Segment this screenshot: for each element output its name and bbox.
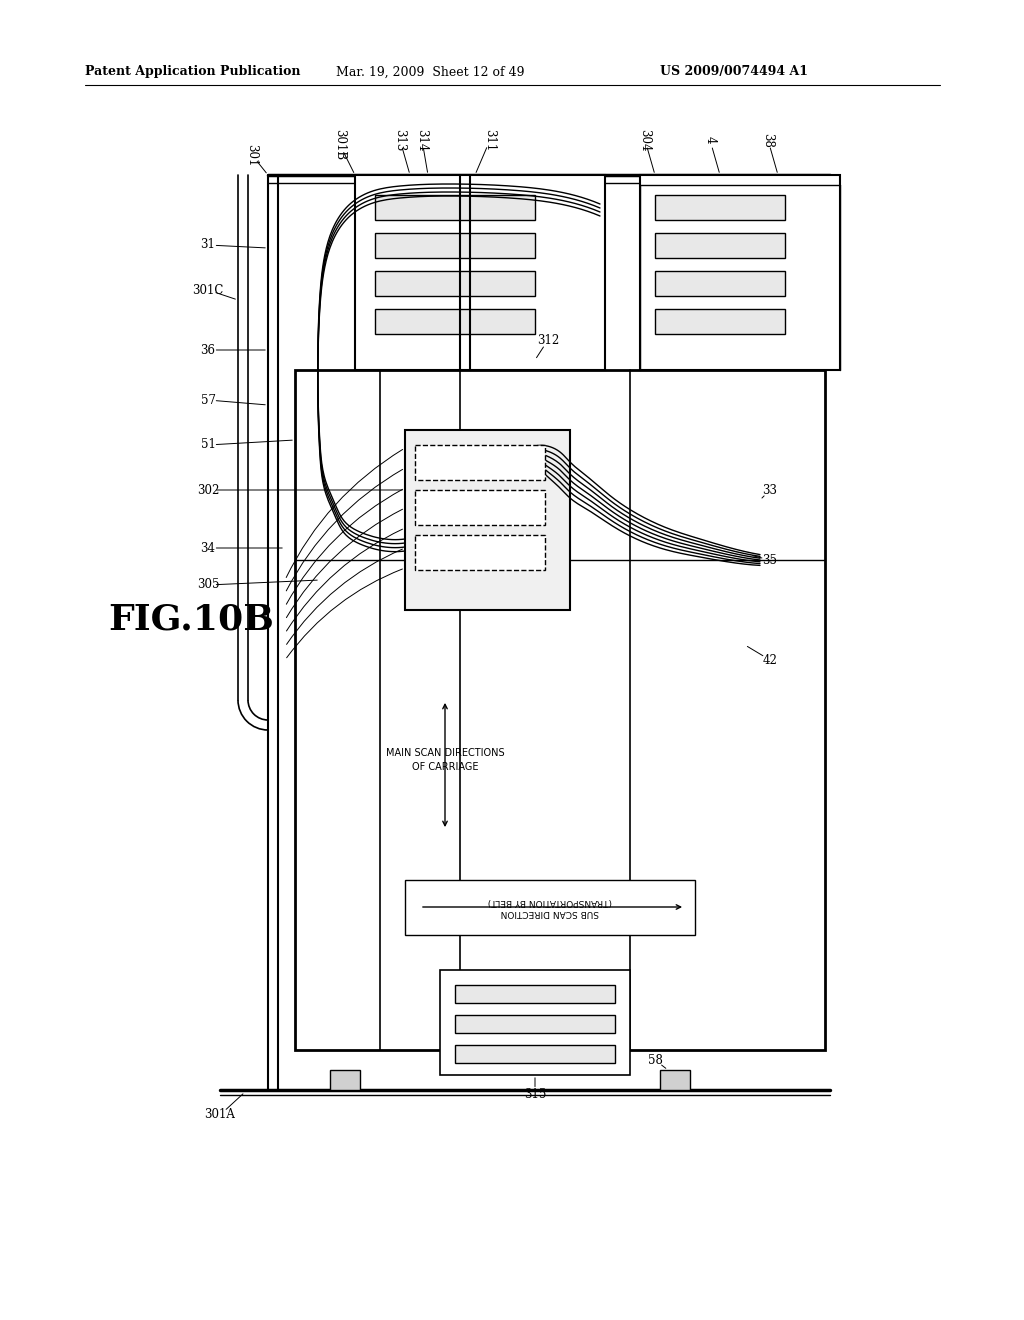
Text: FIG.10B: FIG.10B — [108, 603, 273, 638]
Text: 313: 313 — [393, 129, 407, 152]
Bar — [455, 985, 615, 1003]
Text: 311: 311 — [483, 129, 497, 150]
Bar — [455, 1015, 615, 1034]
Bar — [375, 195, 535, 220]
Text: 51: 51 — [201, 438, 215, 451]
Text: SUB SCAN DIRECTION
(TRANSPORTATION BY BELT): SUB SCAN DIRECTION (TRANSPORTATION BY BE… — [487, 898, 612, 917]
Bar — [655, 234, 785, 257]
Bar — [330, 1071, 360, 1090]
Bar — [655, 195, 785, 220]
Bar — [660, 1071, 690, 1090]
Text: 33: 33 — [763, 483, 777, 496]
Text: US 2009/0074494 A1: US 2009/0074494 A1 — [660, 66, 808, 78]
Text: 302: 302 — [197, 483, 219, 496]
Text: 314: 314 — [416, 129, 428, 152]
Text: 36: 36 — [201, 343, 215, 356]
Bar — [375, 271, 535, 296]
Bar — [375, 309, 535, 334]
Bar — [406, 430, 570, 610]
Bar — [455, 1045, 615, 1063]
Text: 31: 31 — [201, 239, 215, 252]
Bar — [406, 880, 695, 935]
Bar — [355, 176, 605, 370]
Text: 304: 304 — [639, 129, 651, 152]
Bar — [655, 309, 785, 334]
Bar — [295, 370, 825, 1049]
Text: 305: 305 — [197, 578, 219, 591]
Text: 301A: 301A — [205, 1109, 236, 1122]
Text: 34: 34 — [201, 541, 215, 554]
Bar — [415, 490, 545, 525]
Text: 58: 58 — [647, 1053, 663, 1067]
Text: 301B: 301B — [334, 129, 346, 161]
Text: MAIN SCAN DIRECTIONS
OF CARRIAGE: MAIN SCAN DIRECTIONS OF CARRIAGE — [386, 748, 504, 772]
Text: 315: 315 — [524, 1089, 546, 1101]
Text: Patent Application Publication: Patent Application Publication — [85, 66, 300, 78]
Text: Mar. 19, 2009  Sheet 12 of 49: Mar. 19, 2009 Sheet 12 of 49 — [336, 66, 524, 78]
Text: 301C: 301C — [193, 284, 223, 297]
Text: 57: 57 — [201, 393, 215, 407]
Text: 38: 38 — [762, 132, 774, 148]
Text: 4: 4 — [703, 136, 717, 144]
Bar — [415, 535, 545, 570]
Text: 312: 312 — [537, 334, 559, 346]
Bar — [415, 445, 545, 480]
Bar — [375, 234, 535, 257]
Text: 42: 42 — [763, 653, 777, 667]
Bar — [655, 271, 785, 296]
Bar — [440, 970, 630, 1074]
Bar — [640, 176, 840, 370]
Text: 35: 35 — [763, 553, 777, 566]
Text: 301: 301 — [246, 144, 258, 166]
